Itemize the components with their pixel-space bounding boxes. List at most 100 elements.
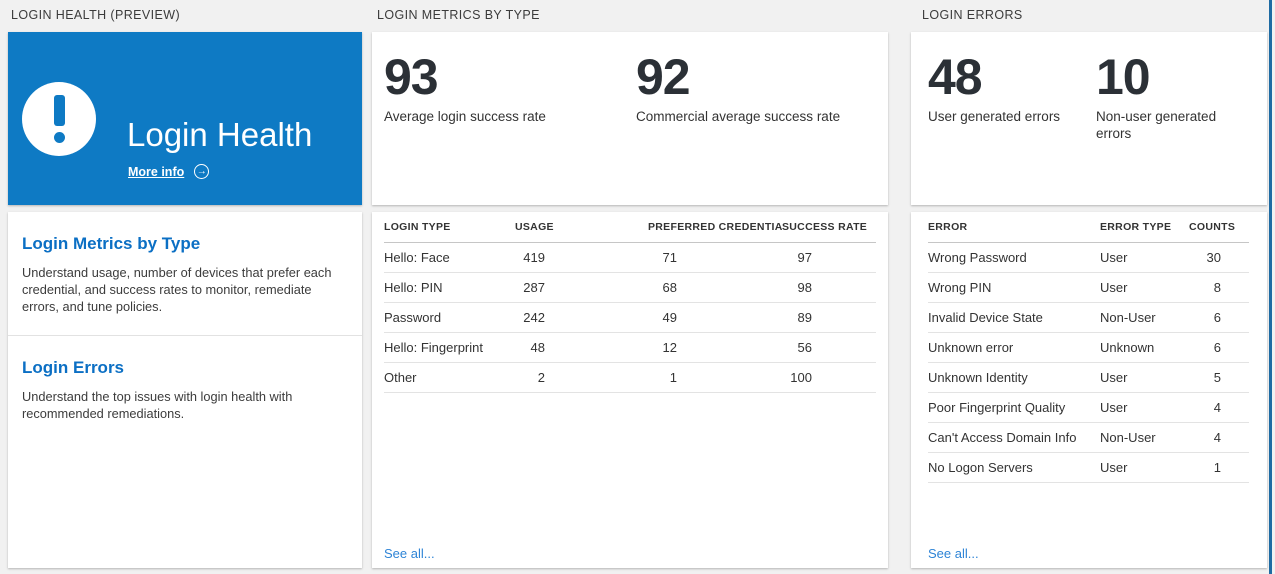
nav-item-description: Understand usage, number of devices that… [22,265,332,314]
section-header-login-health: LOGIN HEALTH (PREVIEW) [11,8,181,22]
nav-item-title: Login Metrics by Type [22,234,201,253]
exclamation-bar [53,95,65,126]
nav-card: Login Metrics by Type Understand usage, … [8,212,362,568]
column-header: USAGE [515,212,648,243]
table-cell: 6 [1189,302,1249,333]
login-health-tile[interactable]: Login Health More info → [8,32,362,205]
see-all-link[interactable]: See all... [928,546,979,561]
login-metrics-stats-card: 93 Average login success rate 92 Commerc… [372,32,888,205]
table-row: Hello: Face 419 71 97 [384,242,876,273]
table-cell: 98 [782,272,876,303]
table-row: Poor Fingerprint Quality User 4 [928,392,1249,423]
table-cell: 242 [515,302,648,333]
window-edge-border [1269,0,1272,574]
table-cell: User [1100,392,1189,423]
more-info-link[interactable]: More info → [128,164,210,179]
stat-value: 10 [1096,49,1151,105]
table-cell: Unknown Identity [928,362,1100,393]
stat-label: Commercial average success rate [636,109,841,124]
table-cell: 71 [648,242,782,273]
column-header: SUCCESS RATE [782,212,876,243]
table-cell: 97 [782,242,876,273]
table-row: Invalid Device State Non-User 6 [928,302,1249,333]
table-cell: Hello: Face [384,242,515,273]
section-header-login-metrics: LOGIN METRICS BY TYPE [377,8,540,22]
table-cell: Other [384,362,515,393]
section-header-login-errors: LOGIN ERRORS [922,8,1023,22]
table-cell: User [1100,452,1189,483]
login-errors-stats-card: 48 User generated errors 10 Non-user gen… [911,32,1267,205]
table-cell: Wrong Password [928,242,1100,273]
table-cell: 56 [782,332,876,363]
table-cell: 5 [1189,362,1249,393]
table-cell: 419 [515,242,648,273]
table-cell: Password [384,302,515,333]
table-cell: 30 [1189,242,1249,273]
table-row: Unknown error Unknown 6 [928,332,1249,363]
table-cell: 287 [515,272,648,303]
arrow-right-circle-icon: → [194,164,210,179]
table-cell: No Logon Servers [928,452,1100,483]
see-all-link[interactable]: See all... [384,546,435,561]
stat-label: Average login success rate [384,109,546,124]
stat-value: 92 [636,49,691,105]
table-cell: 6 [1189,332,1249,363]
table-cell: Unknown error [928,332,1100,363]
stat-non-user-generated-errors: 10 Non-user generated errors [1096,48,1228,142]
stat-label: User generated errors [928,109,1061,124]
table-cell: 48 [515,332,648,363]
stat-commercial-average-success-rate: 92 Commercial average success rate [636,48,888,125]
table-cell: 4 [1189,422,1249,453]
login-errors-table: ERROR ERROR TYPE COUNTS Wrong Password User… [928,212,1249,483]
nav-item-login-errors[interactable]: Login Errors Understand the top issues w… [8,335,362,568]
table-row: Can't Access Domain Info Non-User 4 [928,422,1249,453]
alert-exclamation-icon [22,82,96,156]
table-row: Wrong PIN User 8 [928,272,1249,303]
table-header-row: ERROR ERROR TYPE COUNTS [928,212,1249,243]
table-row: Unknown Identity User 5 [928,362,1249,393]
column-header: COUNTS [1189,212,1249,243]
nav-item-description: Understand the top issues with login hea… [22,389,293,421]
table-cell: User [1100,362,1189,393]
stat-user-generated-errors: 48 User generated errors [928,48,1096,142]
table-cell: Wrong PIN [928,272,1100,303]
column-header: ERROR [928,212,1100,243]
login-errors-table-card: ERROR ERROR TYPE COUNTS Wrong Password User… [911,212,1267,568]
table-row: No Logon Servers User 1 [928,452,1249,483]
table-row: Hello: PIN 287 68 98 [384,272,876,303]
table-row: Hello: Fingerprint 48 12 56 [384,332,876,363]
stat-value: 93 [384,49,439,105]
nav-item-login-metrics[interactable]: Login Metrics by Type Understand usage, … [8,212,362,335]
login-metrics-table-card: LOGIN TYPE USAGE PREFERRED CREDENTIAL SUCCE… [372,212,888,568]
table-cell: Unknown [1100,332,1189,363]
table-cell: 12 [648,332,782,363]
table-cell: Non-User [1100,302,1189,333]
table-cell: 68 [648,272,782,303]
table-cell: 100 [782,362,876,393]
nav-item-title: Login Errors [22,358,125,377]
table-row: Wrong Password User 30 [928,242,1249,273]
table-cell: 8 [1189,272,1249,303]
table-cell: 1 [1189,452,1249,483]
stat-label: Non-user generated errors [1096,109,1217,141]
table-cell: Poor Fingerprint Quality [928,392,1100,423]
login-metrics-table: LOGIN TYPE USAGE PREFERRED CREDENTIAL SUCCE… [384,212,876,393]
table-cell: 2 [515,362,648,393]
table-cell: User [1100,272,1189,303]
table-cell: 49 [648,302,782,333]
table-cell: Non-User [1100,422,1189,453]
exclamation-dot [53,132,65,143]
more-info-label: More info [128,164,185,179]
column-header: LOGIN TYPE [384,212,515,243]
table-cell: Hello: PIN [384,272,515,303]
table-cell: Invalid Device State [928,302,1100,333]
column-header: ERROR TYPE [1100,212,1189,243]
table-row: Other 2 1 100 [384,362,876,393]
table-header-row: LOGIN TYPE USAGE PREFERRED CREDENTIAL SUCCE… [384,212,876,243]
table-row: Password 242 49 89 [384,302,876,333]
table-cell: 1 [648,362,782,393]
stat-value: 48 [928,49,983,105]
table-cell: Hello: Fingerprint [384,332,515,363]
table-cell: Can't Access Domain Info [928,422,1100,453]
table-cell: 89 [782,302,876,333]
